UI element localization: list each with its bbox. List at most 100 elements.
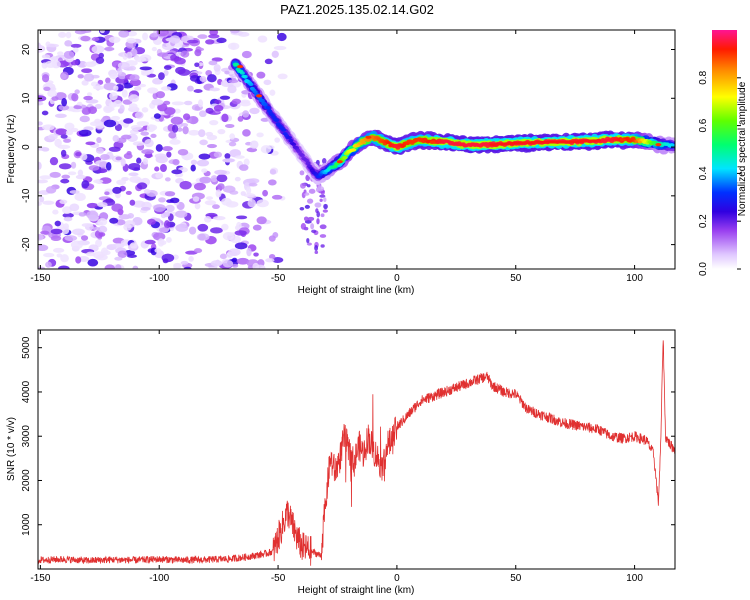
spectrogram-noise-cell — [119, 104, 125, 113]
spectrogram-noise-cell — [228, 248, 241, 256]
spectrogram-noise-cell — [271, 50, 279, 58]
spectrogram-noise-cell — [177, 148, 189, 156]
spectrogram-noise-cell — [217, 183, 225, 190]
spectrogram-noise-cell — [64, 122, 75, 131]
spectrogram-noise-cell — [45, 186, 57, 194]
spectrogram-noise-cell — [126, 51, 133, 59]
spectrogram-noise-cell — [219, 253, 227, 260]
spectrogram-noise-cell — [224, 70, 230, 75]
spectrogram-noise-cell — [215, 189, 222, 198]
spectrogram-noise-cell — [81, 180, 90, 189]
spectrogram-noise-cell — [204, 215, 212, 223]
spectrogram-noise-cell — [109, 92, 118, 101]
spectrogram-noise-cell — [128, 162, 141, 171]
spectrogram-noise-cell — [153, 232, 166, 241]
spectrogram-noise-cell — [208, 34, 220, 39]
spectrogram-noise-cell — [172, 158, 180, 166]
spectrogram-noise-cell — [39, 196, 45, 203]
spectrogram-noise-cell — [104, 264, 115, 269]
spectrogram-noise-cell — [183, 266, 192, 269]
spectrogram-noise-cell — [54, 113, 67, 118]
spectrogram-noise-cell — [62, 206, 72, 214]
spectrogram-ridge-cell — [305, 161, 311, 166]
spectrogram-noise-cell — [125, 190, 132, 195]
spectrogram-noise-cell — [121, 134, 132, 140]
spectrogram-ridge-peak — [619, 138, 626, 142]
spectrogram-noise-cell — [209, 30, 219, 36]
spectrogram-noise-cell — [248, 182, 258, 187]
snr-y-label: SNR (10 * v/v) — [6, 417, 17, 481]
spectrogram-ridge-cell — [361, 140, 367, 145]
spectrogram-noise-cell — [163, 211, 171, 218]
spectrogram-noise-cell — [128, 103, 138, 109]
spectrogram-noise-cell — [96, 136, 102, 144]
spectrogram-noise-cell — [87, 258, 99, 267]
spectrogram-noise-cell — [240, 191, 246, 196]
spectrogram-noise-cell — [74, 30, 87, 35]
spectrogram-noise-cell — [269, 253, 276, 260]
spectrogram-noise-cell — [256, 71, 266, 79]
spectrogram-noise-cell — [320, 244, 325, 248]
spectrogram-noise-cell — [115, 156, 122, 161]
spectrogram-noise-cell — [85, 251, 96, 257]
spectrogram-ridge-cell — [274, 118, 280, 123]
spectrogram-x-tick-label: -100 — [149, 273, 169, 284]
spectrogram-noise-cell — [151, 46, 157, 52]
spectrogram-noise-cell — [222, 185, 236, 193]
spectrogram-noise-cell — [182, 113, 191, 121]
spectrogram-noise-cell — [38, 266, 46, 269]
spectrogram-noise-cell — [78, 212, 87, 217]
spectrogram-noise-cell — [140, 206, 151, 211]
spectrogram-y-tick-label: -20 — [21, 237, 32, 252]
spectrogram-noise-cell — [193, 89, 203, 93]
spectrogram-noise-cell — [100, 154, 110, 161]
spectrogram-noise-cell — [271, 256, 284, 264]
spectrogram-noise-cell — [88, 214, 98, 220]
snr-y-tick-label: 2000 — [21, 469, 32, 492]
spectrogram-noise-cell — [49, 171, 61, 178]
spectrogram-x-ticks: -150 -100 -50 0 50 100 — [30, 30, 643, 284]
spectrogram-noise-cell — [47, 133, 58, 140]
spectrogram-noise-cell — [75, 151, 82, 157]
spectrogram-noise-cell — [246, 186, 252, 195]
spectrogram-noise-cell — [103, 119, 117, 128]
spectrogram-noise-cell — [187, 85, 194, 92]
spectrogram-noise-cell — [162, 146, 173, 152]
spectrogram-noise-cell — [86, 92, 93, 97]
spectrogram-noise-cell — [164, 191, 176, 197]
spectrogram-noise-cell — [257, 35, 268, 43]
spectrogram-noise-cell — [61, 97, 67, 107]
spectrogram-noise-cell — [144, 239, 156, 245]
spectrogram-ridge-peak — [655, 143, 662, 147]
spectrogram-noise-cell — [173, 264, 181, 269]
spectrogram-noise-cell — [163, 65, 172, 71]
spectrogram-noise-cell — [160, 163, 167, 172]
spectrogram-noise-cell — [169, 139, 181, 145]
spectrogram-noise-cell — [217, 128, 226, 135]
spectrogram-noise-cell — [308, 188, 316, 194]
spectrogram-noise-cell — [60, 149, 67, 157]
spectrogram-noise-cell — [230, 43, 236, 50]
spectrogram-noise-cell — [171, 124, 179, 133]
spectrogram-noise-cell — [198, 153, 211, 160]
spectrogram-noise-cell — [38, 101, 44, 106]
spectrogram-noise-cell — [38, 233, 44, 241]
spectrogram-noise-cell — [228, 141, 237, 147]
spectrogram-noise-cell — [234, 155, 245, 159]
spectrogram-noise-cell — [62, 212, 74, 218]
snr-series-line — [38, 340, 675, 566]
spectrogram-noise-cell — [216, 37, 227, 44]
spectrogram-noise-cell — [95, 147, 104, 154]
spectrogram-noise-cell — [81, 68, 93, 74]
spectrogram-y-ticks: -20 -10 0 10 20 — [21, 44, 675, 252]
spectrogram-noise-cell — [91, 36, 100, 42]
spectrogram-noise-cell — [256, 216, 267, 225]
spectrogram-noise-cell — [310, 223, 315, 230]
spectrogram-noise-cell — [65, 31, 72, 39]
spectrogram-frame — [37, 29, 676, 270]
spectrogram-noise-cell — [38, 44, 46, 53]
spectrogram-ridge-peak — [429, 140, 436, 144]
spectrogram-noise-cell — [43, 252, 55, 258]
spectrogram-noise-cell — [123, 118, 134, 124]
spectrogram-noise-cell — [109, 217, 119, 224]
